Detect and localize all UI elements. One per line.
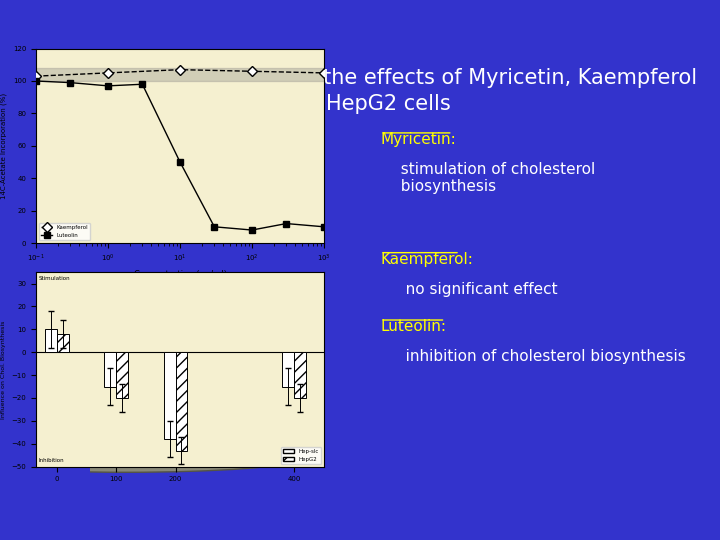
Text: no significant effect: no significant effect [392, 282, 558, 297]
Luteolin [210, 224, 219, 230]
Luteolin [138, 81, 147, 87]
Bar [282, 352, 294, 387]
Bar [176, 352, 187, 450]
Legend: Hep-slc, HepG2: Hep-slc, HepG2 [281, 447, 321, 464]
Y-axis label: Influence on Chol. Biosynthesis: Influence on Chol. Biosynthesis [1, 320, 6, 418]
FancyBboxPatch shape [112, 82, 138, 110]
X-axis label: Concentration (µg/ml): Concentration (µg/ml) [134, 269, 226, 279]
Kaempferol [248, 68, 256, 75]
Luteolin [282, 220, 291, 227]
Kaempferol [176, 66, 184, 73]
Luteolin [320, 224, 328, 230]
Legend: Kaempferol, Luteolin: Kaempferol, Luteolin [39, 223, 91, 240]
Luteolin [66, 79, 75, 86]
Text: Myricetin:: Myricetin: [380, 132, 456, 147]
Luteolin [32, 78, 40, 84]
Bar [104, 352, 116, 387]
Bar [163, 352, 176, 439]
Luteolin [248, 227, 256, 233]
Kaempferol [320, 70, 328, 76]
Line: Luteolin: Luteolin [33, 78, 327, 233]
Text: University of Leipzig: University of Leipzig [163, 453, 318, 467]
Y-axis label: 14C-Acetate Incorporation (%): 14C-Acetate Incorporation (%) [1, 93, 7, 199]
Text: Kaempferol:: Kaempferol: [380, 252, 473, 267]
Bar [116, 352, 128, 398]
Text: Luteolin:: Luteolin: [380, 319, 446, 334]
Kaempferol [32, 73, 40, 79]
Line: Kaempferol: Kaempferol [32, 66, 328, 79]
Bar [45, 329, 57, 352]
Luteolin [104, 83, 112, 89]
Text: stimulation of cholesterol
  biosynthesis: stimulation of cholesterol biosynthesis [392, 162, 595, 194]
Bar [57, 334, 68, 352]
Text: inhibition of cholesterol biosynthesis: inhibition of cholesterol biosynthesis [392, 349, 686, 364]
Circle shape [0, 447, 294, 472]
Luteolin [176, 159, 184, 165]
Bar [294, 352, 306, 398]
Text: Stimulation: Stimulation [39, 276, 71, 281]
Text: Inhibition: Inhibition [39, 458, 65, 463]
Kaempferol [104, 70, 112, 76]
Bar [36, 68, 324, 81]
Text: Comparison of the effects of Myricetin, Kaempferol
and Luteolin in HepG2 cells: Comparison of the effects of Myricetin, … [166, 68, 698, 114]
